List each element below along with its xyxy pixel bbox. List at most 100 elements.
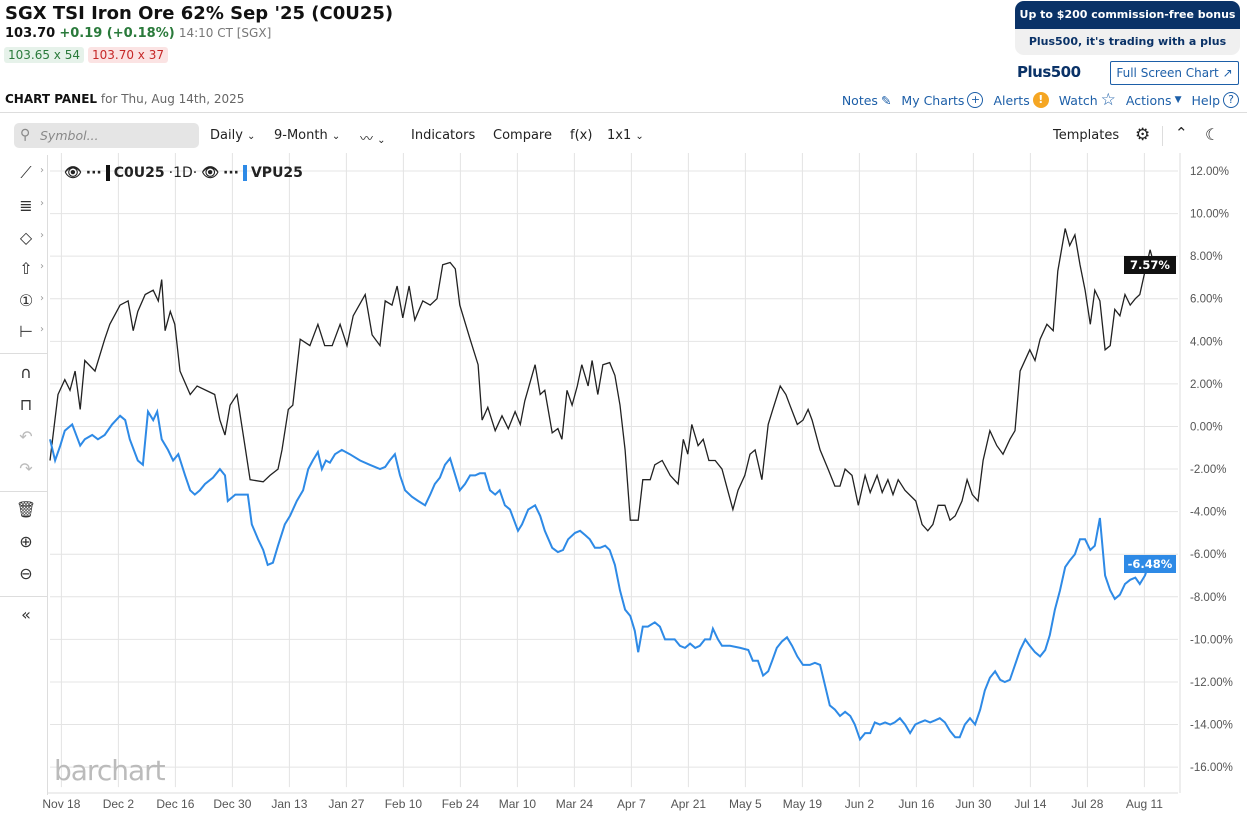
bid-quote: 103.65 x 54 (4, 47, 84, 63)
arrow-tool-icon[interactable]: ⇧ › (19, 259, 44, 278)
measure-tool-icon[interactable]: ⊢ › (19, 322, 44, 341)
interval-label: Daily (210, 128, 243, 143)
drawing-tools-sidebar: ⟋ › ≣ › ◇ › ⇧ › ① › ⊢ › ∩ ⊓ ↶ ↷ 🗑 ⊕ ⊖ « (0, 155, 48, 795)
x-tick-label: Jul 28 (1071, 797, 1103, 811)
ad-tagline[interactable]: Plus500, it's trading with a plus (1028, 35, 1227, 48)
plus-circle-icon: + (967, 92, 984, 108)
star-icon: ☆ (1100, 90, 1116, 110)
divider (0, 353, 48, 354)
watch-label: Watch (1058, 92, 1098, 108)
x-tick-label: Mar 10 (499, 797, 537, 811)
x-tick-label: Feb 10 (385, 797, 423, 811)
eye-icon[interactable]: 👁 (64, 165, 82, 181)
chevron-down-icon: ⌄ (331, 131, 341, 142)
watch-button[interactable]: Watch ☆ (1059, 90, 1116, 110)
chart-toolbar: Symbol... ⚲ Daily ⌄ 9-Month ⌄ 〰 ⌄ Indica… (0, 120, 1247, 152)
y-tick-label: -16.00% (1190, 762, 1233, 774)
panel-date: for Thu, Aug 14th, 2025 (100, 92, 245, 106)
x-tick-label: Jun 2 (845, 797, 875, 811)
y-tick-label: -6.00% (1190, 549, 1226, 561)
y-tick-label: -10.00% (1190, 634, 1233, 646)
series-line-C0U25 (49, 228, 1161, 532)
compare-button[interactable]: Compare (493, 128, 552, 143)
x-tick-label: Feb 24 (442, 797, 480, 811)
series1-interval: ·1D· (168, 165, 198, 181)
x-tick-label: Dec 16 (156, 797, 194, 811)
x-tick-label: Jun 16 (898, 797, 934, 811)
divider (0, 112, 1247, 113)
templates-button[interactable]: Templates (1053, 128, 1120, 143)
y-tick-label: 8.00% (1190, 251, 1223, 263)
series1-last-value-badge: 7.57% (1124, 256, 1176, 275)
more-icon[interactable]: ··· (223, 165, 239, 181)
notes-button[interactable]: Notes ✎ (842, 93, 892, 108)
layout-label: 1x1 (607, 128, 632, 143)
x-tick-label: Aug 11 (1126, 797, 1163, 811)
x-tick-label: May 19 (783, 797, 823, 811)
y-tick-label: -2.00% (1190, 464, 1226, 476)
more-icon[interactable]: ··· (85, 165, 102, 181)
full-screen-chart-button[interactable]: Full Screen Chart ↗ (1110, 61, 1239, 85)
x-tick-label: Apr 7 (617, 797, 646, 811)
indicators-button[interactable]: Indicators (411, 128, 476, 143)
symbol-search-input[interactable]: Symbol... (14, 123, 199, 148)
actions-menu[interactable]: Actions ▼ (1126, 93, 1182, 108)
zoom-in-icon[interactable]: ⊕ (19, 532, 33, 551)
ad-banner[interactable]: Up to $200 commission-free bonus Plus500… (1015, 1, 1240, 55)
range-dropdown[interactable]: 9-Month ⌄ (274, 128, 340, 143)
edit-icon: ✎ (880, 92, 892, 108)
y-tick-label: -8.00% (1190, 592, 1226, 604)
eye-icon[interactable]: 👁 (201, 165, 219, 181)
help-button[interactable]: Help? (1191, 92, 1239, 108)
alerts-button[interactable]: Alerts! (993, 92, 1049, 108)
my-charts-button[interactable]: My Charts + (901, 92, 984, 108)
x-tick-label: Jan 13 (271, 797, 307, 811)
function-button[interactable]: f(x) (570, 128, 593, 143)
last-price: 103.70 (5, 26, 56, 41)
series1-symbol[interactable]: C0U25 (113, 165, 165, 181)
zoom-out-icon[interactable]: ⊖ (19, 564, 33, 583)
shape-tool-icon[interactable]: ◇ › (19, 228, 44, 247)
gear-icon[interactable]: ⚙ (1135, 125, 1151, 145)
notes-label: Notes (841, 92, 878, 108)
help-icon: ? (1223, 92, 1239, 108)
series1-color-swatch (105, 165, 110, 181)
quote-time: 14:10 CT [SGX] (178, 26, 272, 40)
trash-icon[interactable]: 🗑 (15, 500, 37, 519)
my-charts-label: My Charts (901, 92, 965, 108)
price-line: 103.70 +0.19 (+0.18%) 14:10 CT [SGX] (5, 26, 271, 41)
x-tick-label: Mar 24 (556, 797, 594, 811)
help-label: Help (1191, 92, 1221, 108)
plus500-logo[interactable]: Plus500 (1017, 63, 1081, 81)
dark-mode-icon[interactable]: ☾ (1205, 125, 1220, 144)
x-tick-label: Dec 2 (103, 797, 135, 811)
y-tick-label: -12.00% (1190, 677, 1233, 689)
line-tool-icon[interactable]: ⟋ › (20, 163, 44, 182)
divider (1162, 126, 1163, 146)
collapse-icon[interactable]: ⌃ (1175, 124, 1188, 142)
interval-dropdown[interactable]: Daily ⌄ (210, 128, 255, 143)
search-icon: ⚲ (20, 127, 31, 143)
layout-dropdown[interactable]: 1x1 ⌄ (607, 128, 644, 143)
collapse-sidebar-icon[interactable]: « (21, 605, 31, 624)
chart-actions-nav: Notes ✎ My Charts + Alerts! Watch ☆ Actions… (842, 90, 1239, 110)
magnet-icon[interactable]: ∩ (20, 363, 32, 382)
comparison-chart[interactable]: 12.00% 10.00% 8.00% 6.00% 4.00% 2.00% 0.00% -2.… (0, 153, 1247, 814)
y-tick-label: 12.00% (1190, 166, 1229, 178)
undo-icon[interactable]: ↶ (19, 427, 33, 446)
ad-headline[interactable]: Up to $200 commission-free bonus (1015, 1, 1240, 29)
annotation-tool-icon[interactable]: ① › (18, 291, 44, 310)
chart-type-dropdown[interactable]: 〰 ⌄ (360, 128, 386, 147)
unlock-icon[interactable]: ⊓ (19, 395, 33, 414)
y-tick-label: 6.00% (1190, 294, 1223, 306)
y-tick-label: 4.00% (1190, 336, 1223, 348)
y-tick-label: -4.00% (1190, 507, 1226, 519)
series2-last-value-badge: -6.48% (1124, 555, 1176, 574)
page-title: SGX TSI Iron Ore 62% Sep '25 (C0U25) (5, 3, 394, 24)
ask-quote: 103.70 x 37 (88, 47, 168, 63)
x-tick-label: Dec 30 (213, 797, 251, 811)
chevron-down-icon: ⌄ (635, 131, 644, 142)
series2-symbol[interactable]: VPU25 (250, 165, 303, 181)
fib-tool-icon[interactable]: ≣ › (19, 196, 44, 215)
redo-icon[interactable]: ↷ (19, 459, 33, 478)
